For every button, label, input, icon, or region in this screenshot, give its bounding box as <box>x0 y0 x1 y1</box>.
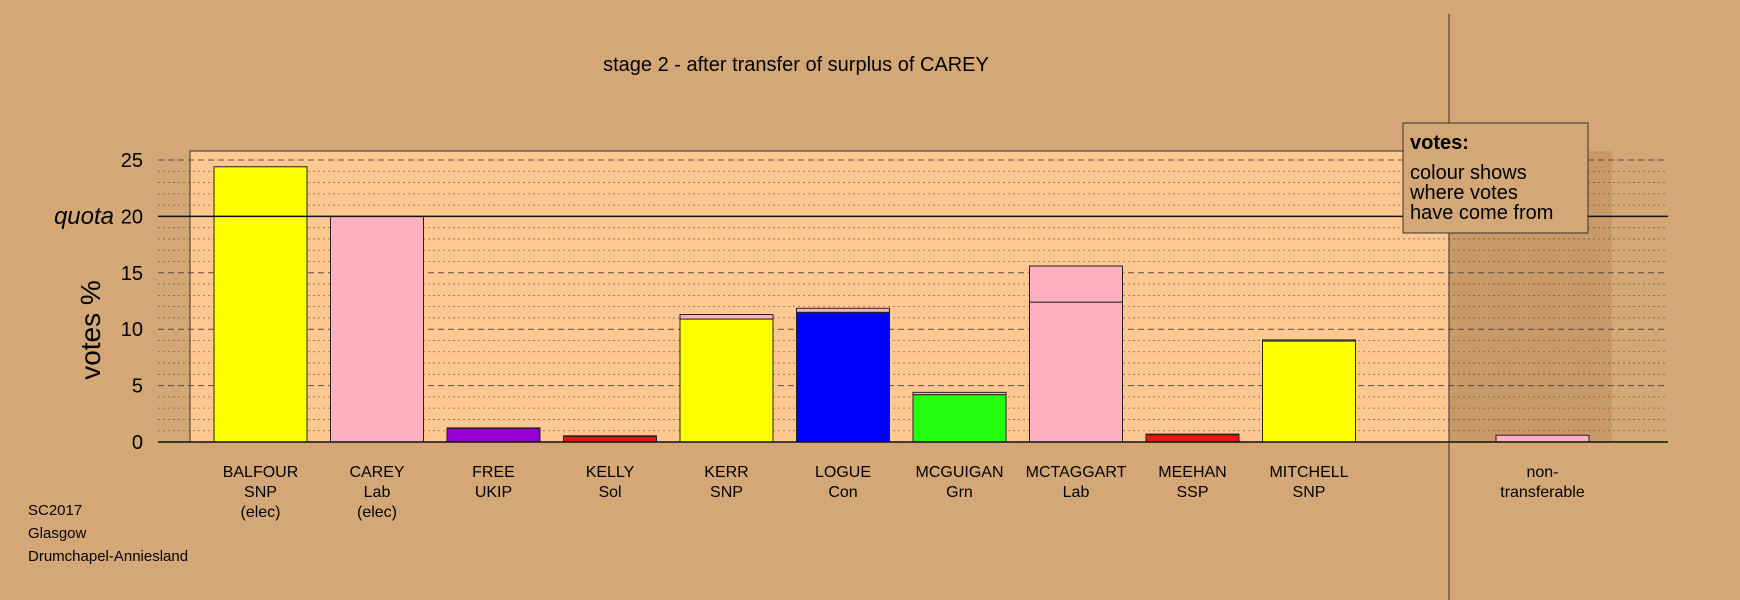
bar-carey <box>330 215 424 443</box>
candidate-party-label: Sol <box>598 484 621 501</box>
bar-segment <box>1262 340 1356 443</box>
candidate-party-label: SNP <box>1293 484 1326 501</box>
candidate-name-label: BALFOUR <box>223 464 299 481</box>
candidate-name-label: KELLY <box>586 464 635 481</box>
candidate-name-label: CAREY <box>349 464 404 481</box>
bar-meehan <box>1145 433 1240 443</box>
bar-free <box>446 427 541 443</box>
legend-line: where votes <box>1409 182 1518 204</box>
candidate-party-label: UKIP <box>475 484 512 501</box>
candidate-party-label: SNP <box>710 484 743 501</box>
bar-segment <box>330 215 424 443</box>
y-tick-label: 0 <box>132 432 143 454</box>
nontransferable-label: transferable <box>1500 484 1585 501</box>
y-tick-label: 25 <box>121 150 143 172</box>
candidate-party-label: Lab <box>1063 484 1090 501</box>
bar-segment <box>912 394 1007 443</box>
bar-kerr <box>679 314 774 443</box>
y-tick-label: 20 <box>121 206 143 228</box>
candidate-name-label: MITCHELL <box>1269 464 1348 481</box>
legend: votes: colour shows where votes have com… <box>1402 122 1589 234</box>
candidate-party-label: Con <box>828 484 857 501</box>
candidate-status-label: (elec) <box>357 504 397 521</box>
footer-region: Glasgow <box>28 525 87 542</box>
chart-title: stage 2 - after transfer of surplus of C… <box>603 54 989 76</box>
bar-kelly <box>563 435 657 443</box>
bar-segment <box>1029 301 1123 443</box>
footer-constituency: Drumchapel-Anniesland <box>28 548 189 565</box>
candidate-party-label: Lab <box>364 484 391 501</box>
bar-transfer-segment <box>912 391 1007 396</box>
y-tick-label: 5 <box>132 376 143 398</box>
bar-segment <box>679 318 774 443</box>
bar-mctaggart <box>1029 265 1123 443</box>
bar-transfer-segment <box>679 314 774 320</box>
bar-logue <box>796 307 890 443</box>
candidate-name-label: KERR <box>704 464 748 481</box>
candidate-status-label: (elec) <box>240 504 280 521</box>
bar-segment <box>213 166 308 443</box>
y-axis-label: votes % <box>75 280 106 380</box>
candidate-party-label: SNP <box>244 484 277 501</box>
candidate-name-label: MCGUIGAN <box>916 464 1004 481</box>
bar-transfer-segment <box>563 435 657 437</box>
candidate-name-label: MCTAGGART <box>1026 464 1127 481</box>
legend-line: have come from <box>1410 202 1553 224</box>
bar-transfer-segment <box>1262 339 1356 342</box>
bar-segment <box>796 311 890 443</box>
y-tick-label: 15 <box>121 263 143 285</box>
x-axis-labels: BALFOUR SNP (elec) CAREY Lab (elec) FREE UKIP KE… <box>223 464 1585 521</box>
candidate-name-label: MEEHAN <box>1158 464 1226 481</box>
bar-segment <box>563 435 657 443</box>
bars <box>213 166 1590 443</box>
nontransferable-label: non- <box>1526 464 1558 481</box>
bar-transfer-segment <box>446 427 541 429</box>
bar-transfer-segment <box>1029 265 1123 303</box>
candidate-party-label: SSP <box>1176 484 1208 501</box>
candidate-name-label: FREE <box>472 464 515 481</box>
bar-transfer-segment <box>1145 433 1240 436</box>
candidate-party-label: Grn <box>946 484 973 501</box>
bar-mcguigan <box>912 391 1007 443</box>
footer-code: SC2017 <box>28 502 83 519</box>
bar-segment <box>446 427 541 443</box>
legend-box <box>1402 122 1589 234</box>
legend-title: votes: <box>1410 132 1469 154</box>
y-tick-label: 10 <box>121 319 143 341</box>
bar-transfer-segment <box>796 307 890 313</box>
bar-nontransferable <box>1495 434 1590 443</box>
bar-segment <box>1145 434 1240 443</box>
bar-balfour <box>213 166 308 443</box>
candidate-name-label: LOGUE <box>815 464 871 481</box>
legend-line: colour shows <box>1410 162 1527 184</box>
quota-label: quota <box>54 203 114 230</box>
y-axis-ticks: 0 5 10 15 20 25 <box>121 150 143 454</box>
bar-mitchell <box>1262 339 1356 443</box>
